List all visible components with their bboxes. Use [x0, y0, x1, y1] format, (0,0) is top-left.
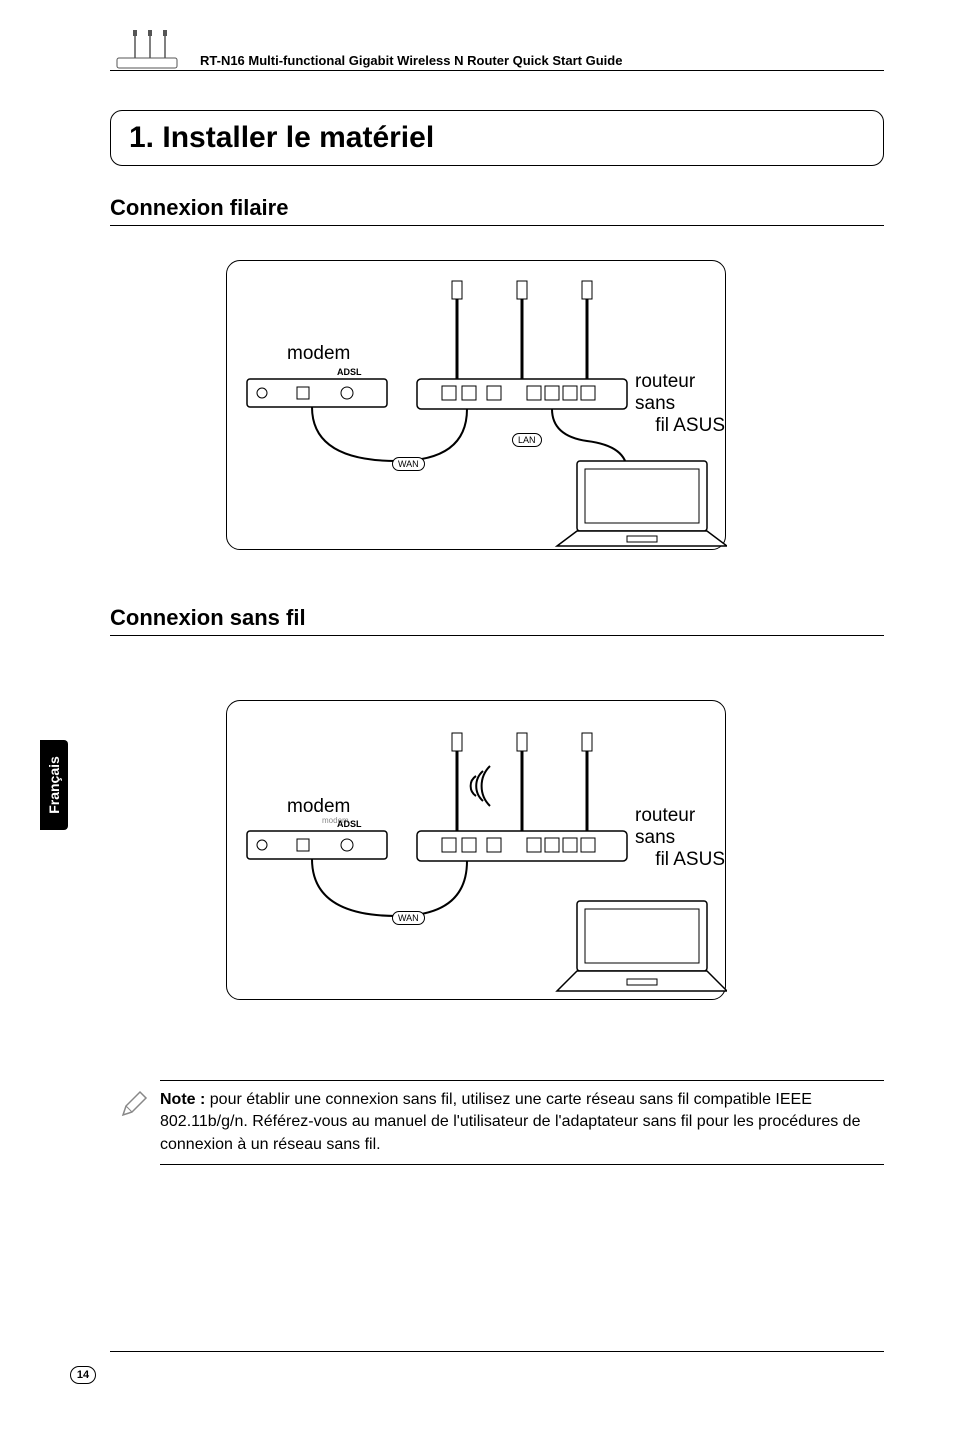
section-title-box: 1. Installer le matériel [110, 110, 884, 166]
wired-wan-badge: WAN [392, 457, 425, 471]
wireless-router-label: routeur sans fil ASUS [635, 805, 725, 871]
wireless-section: Connexion sans fil [110, 605, 884, 636]
header-rule [110, 70, 884, 71]
wireless-router-label-1: routeur sans [635, 805, 725, 849]
wired-router-label-2: fil ASUS [635, 415, 725, 437]
wired-section: Connexion filaire [110, 195, 884, 226]
page-number: 14 [70, 1366, 96, 1384]
wireless-diagram: modem modem ADSL [226, 700, 726, 1000]
note-label: Note : [160, 1091, 205, 1108]
header-doc-title: RT-N16 Multi-functional Gigabit Wireless… [200, 53, 622, 68]
note-pencil-icon [120, 1090, 148, 1118]
wired-heading: Connexion filaire [110, 195, 884, 226]
wireless-heading: Connexion sans fil [110, 605, 884, 636]
header-router-icon [115, 30, 185, 70]
language-tab: Français [40, 740, 68, 830]
wired-diagram: modem ADSL [226, 260, 726, 550]
adsl-text: ADSL [337, 367, 362, 377]
note-body: pour établir une connexion sans fil, uti… [160, 1091, 860, 1153]
wireless-wan-badge: WAN [392, 911, 425, 925]
footer-rule [110, 1351, 884, 1353]
wired-lan-badge: LAN [512, 433, 542, 447]
language-tab-label: Français [46, 756, 62, 814]
svg-text:ADSL: ADSL [337, 819, 362, 829]
wireless-router-label-2: fil ASUS [635, 849, 725, 871]
note-text: Note : pour établir une connexion sans f… [160, 1091, 860, 1153]
page-title: 1. Installer le matériel [129, 121, 865, 155]
wired-router-label-1: routeur sans [635, 371, 725, 415]
wired-router-label: routeur sans fil ASUS [635, 371, 725, 437]
note-block: Note : pour établir une connexion sans f… [160, 1080, 884, 1165]
